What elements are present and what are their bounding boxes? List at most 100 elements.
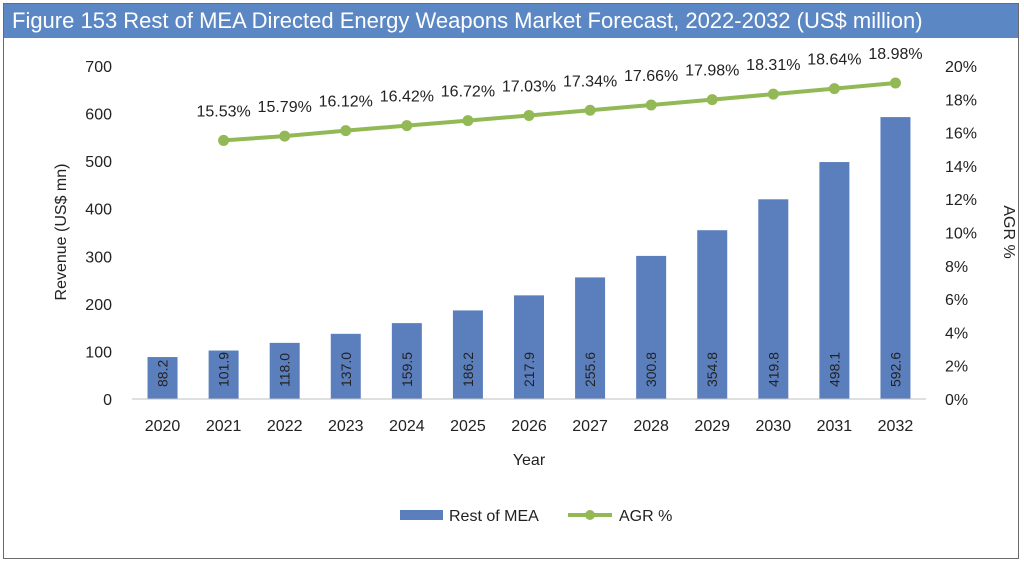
agr-point-2029 bbox=[706, 94, 718, 106]
bar-label-2021: 101.9 bbox=[216, 352, 232, 387]
bar-label-2032: 592.6 bbox=[887, 352, 903, 387]
x-axis: 2020 2021 2022 2023 2024 2025 2026 2027 2028 2029… bbox=[132, 398, 926, 435]
line-data-labels: 15.53% 15.79% 16.12% 16.42% 16.72% 17.03% 17.3… bbox=[196, 46, 922, 120]
bar-label-2025: 186.2 bbox=[460, 352, 476, 387]
bar-2022 bbox=[269, 342, 300, 399]
bar-label-2031: 498.1 bbox=[826, 352, 842, 387]
agr-label-2025: 16.72% bbox=[441, 84, 495, 101]
agr-point-2023 bbox=[340, 125, 352, 137]
x-tick-2030: 2030 bbox=[756, 418, 792, 435]
bar-2020 bbox=[147, 357, 178, 399]
y-tick-500: 500 bbox=[85, 154, 112, 171]
bar-2025 bbox=[452, 310, 483, 399]
agr-label-2022: 15.79% bbox=[258, 99, 312, 116]
y2-tick-2pct: 2% bbox=[945, 359, 968, 376]
x-tick-2029: 2029 bbox=[694, 418, 730, 435]
x-tick-2024: 2024 bbox=[389, 418, 425, 435]
y-tick-300: 300 bbox=[85, 249, 112, 266]
y2-tick-10pct: 10% bbox=[945, 226, 977, 243]
agr-label-2031: 18.64% bbox=[807, 52, 861, 69]
bar-label-2027: 255.6 bbox=[582, 352, 598, 387]
chart-frame bbox=[3, 3, 1019, 559]
bar-2024 bbox=[391, 323, 422, 399]
agr-label-2029: 17.98% bbox=[685, 63, 739, 80]
legend-label-rest-of-mea: Rest of MEA bbox=[449, 508, 539, 525]
bar-label-2022: 118.0 bbox=[277, 353, 293, 387]
y-tick-0: 0 bbox=[103, 392, 112, 409]
legend-swatch-rest-of-mea bbox=[400, 510, 443, 520]
y-tick-100: 100 bbox=[85, 344, 112, 361]
bar-2023 bbox=[330, 333, 361, 399]
agr-point-2031 bbox=[828, 83, 840, 95]
x-tick-2021: 2021 bbox=[206, 418, 242, 435]
y-tick-200: 200 bbox=[85, 297, 112, 314]
agr-label-2032: 18.98% bbox=[868, 46, 922, 63]
bar-label-2023: 137.0 bbox=[338, 352, 354, 387]
bar-series-rest-of-mea bbox=[147, 117, 911, 400]
y2-tick-8pct: 8% bbox=[945, 259, 968, 276]
bar-data-labels: 88.2 101.9 118.0 137.0 159.5 186.2 217.9 255.6 3… bbox=[155, 352, 904, 387]
agr-label-2023: 16.12% bbox=[319, 94, 373, 111]
agr-point-2025 bbox=[462, 115, 474, 127]
agr-label-2030: 18.31% bbox=[746, 57, 800, 74]
legend: Rest of MEA AGR % bbox=[400, 508, 672, 525]
bar-2032 bbox=[880, 117, 911, 400]
y2-tick-12pct: 12% bbox=[945, 192, 977, 209]
y-axis-right: 0% 2% 4% 6% 8% 10% 12% 14% 16% 18% 20% bbox=[945, 59, 977, 409]
bar-2028 bbox=[636, 255, 667, 399]
bar-2021 bbox=[208, 350, 239, 399]
x-tick-2023: 2023 bbox=[328, 418, 364, 435]
legend-swatch-agr-marker bbox=[585, 510, 595, 520]
agr-point-2021 bbox=[218, 134, 230, 146]
y2-tick-16pct: 16% bbox=[945, 126, 977, 143]
bar-2029 bbox=[697, 230, 728, 399]
agr-line bbox=[223, 80, 896, 143]
agr-point-2030 bbox=[767, 88, 779, 100]
agr-label-2021: 15.53% bbox=[196, 103, 250, 120]
x-tick-2026: 2026 bbox=[511, 418, 547, 435]
x-tick-2028: 2028 bbox=[633, 418, 669, 435]
agr-label-2027: 17.34% bbox=[563, 73, 617, 90]
bar-2030 bbox=[758, 199, 789, 399]
bar-label-2020: 88.2 bbox=[155, 360, 171, 387]
y2-tick-14pct: 14% bbox=[945, 159, 977, 176]
agr-point-2032 bbox=[889, 77, 901, 89]
bar-label-2029: 354.8 bbox=[704, 352, 720, 387]
agr-point-2028 bbox=[645, 99, 657, 111]
bar-2031 bbox=[819, 162, 850, 399]
bar-label-2030: 419.8 bbox=[765, 352, 781, 387]
x-tick-2031: 2031 bbox=[817, 418, 853, 435]
bar-2027 bbox=[575, 277, 606, 399]
agr-point-2026 bbox=[523, 109, 535, 121]
figure-title: Figure 153 Rest of MEA Directed Energy W… bbox=[4, 4, 1018, 38]
agr-label-2024: 16.42% bbox=[380, 89, 434, 106]
bar-2026 bbox=[514, 295, 544, 399]
x-tick-2020: 2020 bbox=[145, 418, 181, 435]
y-axis-left: 0 100 200 300 400 500 600 700 bbox=[85, 59, 112, 409]
bar-label-2028: 300.8 bbox=[643, 352, 659, 387]
y2-tick-18pct: 18% bbox=[945, 92, 977, 109]
y2-tick-0pct: 0% bbox=[945, 392, 968, 409]
x-tick-2027: 2027 bbox=[572, 418, 608, 435]
bar-label-2026: 217.9 bbox=[521, 352, 537, 387]
x-axis-label: Year bbox=[513, 452, 546, 469]
x-tick-2022: 2022 bbox=[267, 418, 303, 435]
y2-tick-6pct: 6% bbox=[945, 292, 968, 309]
agr-point-2022 bbox=[279, 130, 291, 142]
y2-axis-label: AGR % bbox=[1000, 205, 1017, 258]
x-tick-2025: 2025 bbox=[450, 418, 486, 435]
x-tick-2032: 2032 bbox=[878, 418, 914, 435]
agr-label-2028: 17.66% bbox=[624, 68, 678, 85]
legend-label-agr: AGR % bbox=[619, 508, 672, 525]
line-series-agr bbox=[218, 77, 901, 146]
y-axis-label: Revenue (US$ mn) bbox=[53, 164, 70, 301]
y-tick-600: 600 bbox=[85, 107, 112, 124]
y2-tick-4pct: 4% bbox=[945, 325, 968, 342]
y2-tick-20pct: 20% bbox=[945, 59, 977, 76]
y-tick-400: 400 bbox=[85, 202, 112, 219]
agr-point-2027 bbox=[584, 104, 596, 116]
y-tick-700: 700 bbox=[85, 59, 112, 76]
agr-label-2026: 17.03% bbox=[502, 78, 556, 95]
bar-label-2024: 159.5 bbox=[399, 352, 415, 387]
